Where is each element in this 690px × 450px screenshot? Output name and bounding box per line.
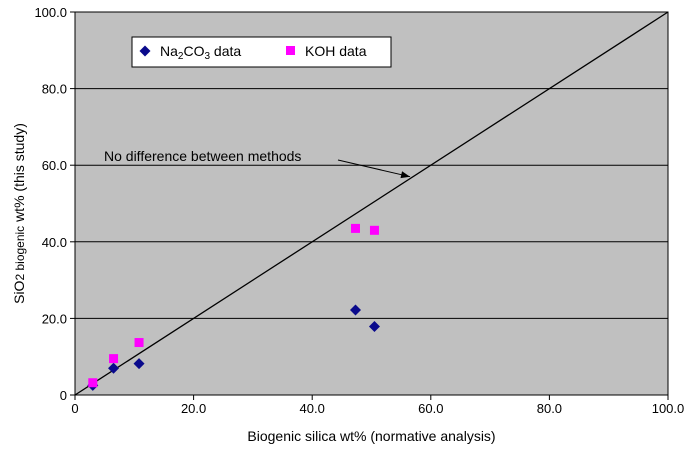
annotation-text: No difference between methods: [104, 148, 301, 164]
legend-marker-koh: [286, 46, 295, 55]
no-difference-line: [74, 11, 669, 396]
annotation-arrowhead: [400, 171, 411, 179]
koh-data-point: [350, 223, 360, 233]
y-tick-label: 60.0: [42, 158, 67, 173]
x-axis-ticks: 0 20.0 40.0 60.0 80.0 100.0: [71, 395, 684, 416]
plot-border: [74, 11, 669, 396]
na2co3-data-point: [133, 358, 145, 370]
legend-label-na2co3: Na2CO3 data: [160, 43, 241, 62]
legend-label-koh: KOH data: [305, 43, 367, 59]
y-axis-label-rest: wt% (this study): [11, 123, 27, 226]
x-tick-label: 100.0: [652, 401, 685, 416]
y-tick-label: 100.0: [34, 5, 67, 20]
y-axis-label: SiO2 biogenic wt% (this study): [11, 123, 27, 304]
legend: Na2CO3 data KOH data: [131, 36, 392, 68]
y-tick-label: 40.0: [42, 235, 67, 250]
koh-data-point: [369, 225, 379, 235]
na2co3-data-point: [368, 320, 380, 332]
y-tick-label: 0: [60, 388, 67, 403]
y-tick-label: 20.0: [42, 311, 67, 326]
x-tick-label: 40.0: [300, 401, 325, 416]
x-axis-label: Biogenic silica wt% (normative analysis): [247, 428, 495, 444]
koh-data-point: [109, 354, 119, 364]
legend-marker-na2co3: [139, 45, 151, 57]
na2co3-data-point: [108, 362, 120, 374]
y-axis-label-main: SiO: [11, 280, 27, 303]
gridlines: [75, 88, 668, 319]
koh-data-point: [88, 378, 98, 388]
legend-box: [131, 36, 392, 68]
x-tick-label: 60.0: [418, 401, 443, 416]
y-tick-label: 80.0: [42, 82, 67, 97]
x-tick-label: 20.0: [181, 401, 206, 416]
y-axis-label-sub-text: biogenic: [13, 226, 27, 274]
x-tick-label: 0: [71, 401, 78, 416]
reference-line-group: [74, 11, 669, 396]
koh-data-point: [134, 338, 144, 348]
annotation-arrow: [337, 159, 411, 178]
na2co3-data-point: [349, 304, 361, 316]
x-tick-label: 80.0: [537, 401, 562, 416]
y-axis-label-sub: 2: [13, 274, 27, 281]
data-points: [87, 223, 380, 391]
annotation: No difference between methods: [104, 148, 411, 179]
y-axis-ticks: 0 20.0 40.0 60.0 80.0 100.0: [34, 5, 75, 403]
